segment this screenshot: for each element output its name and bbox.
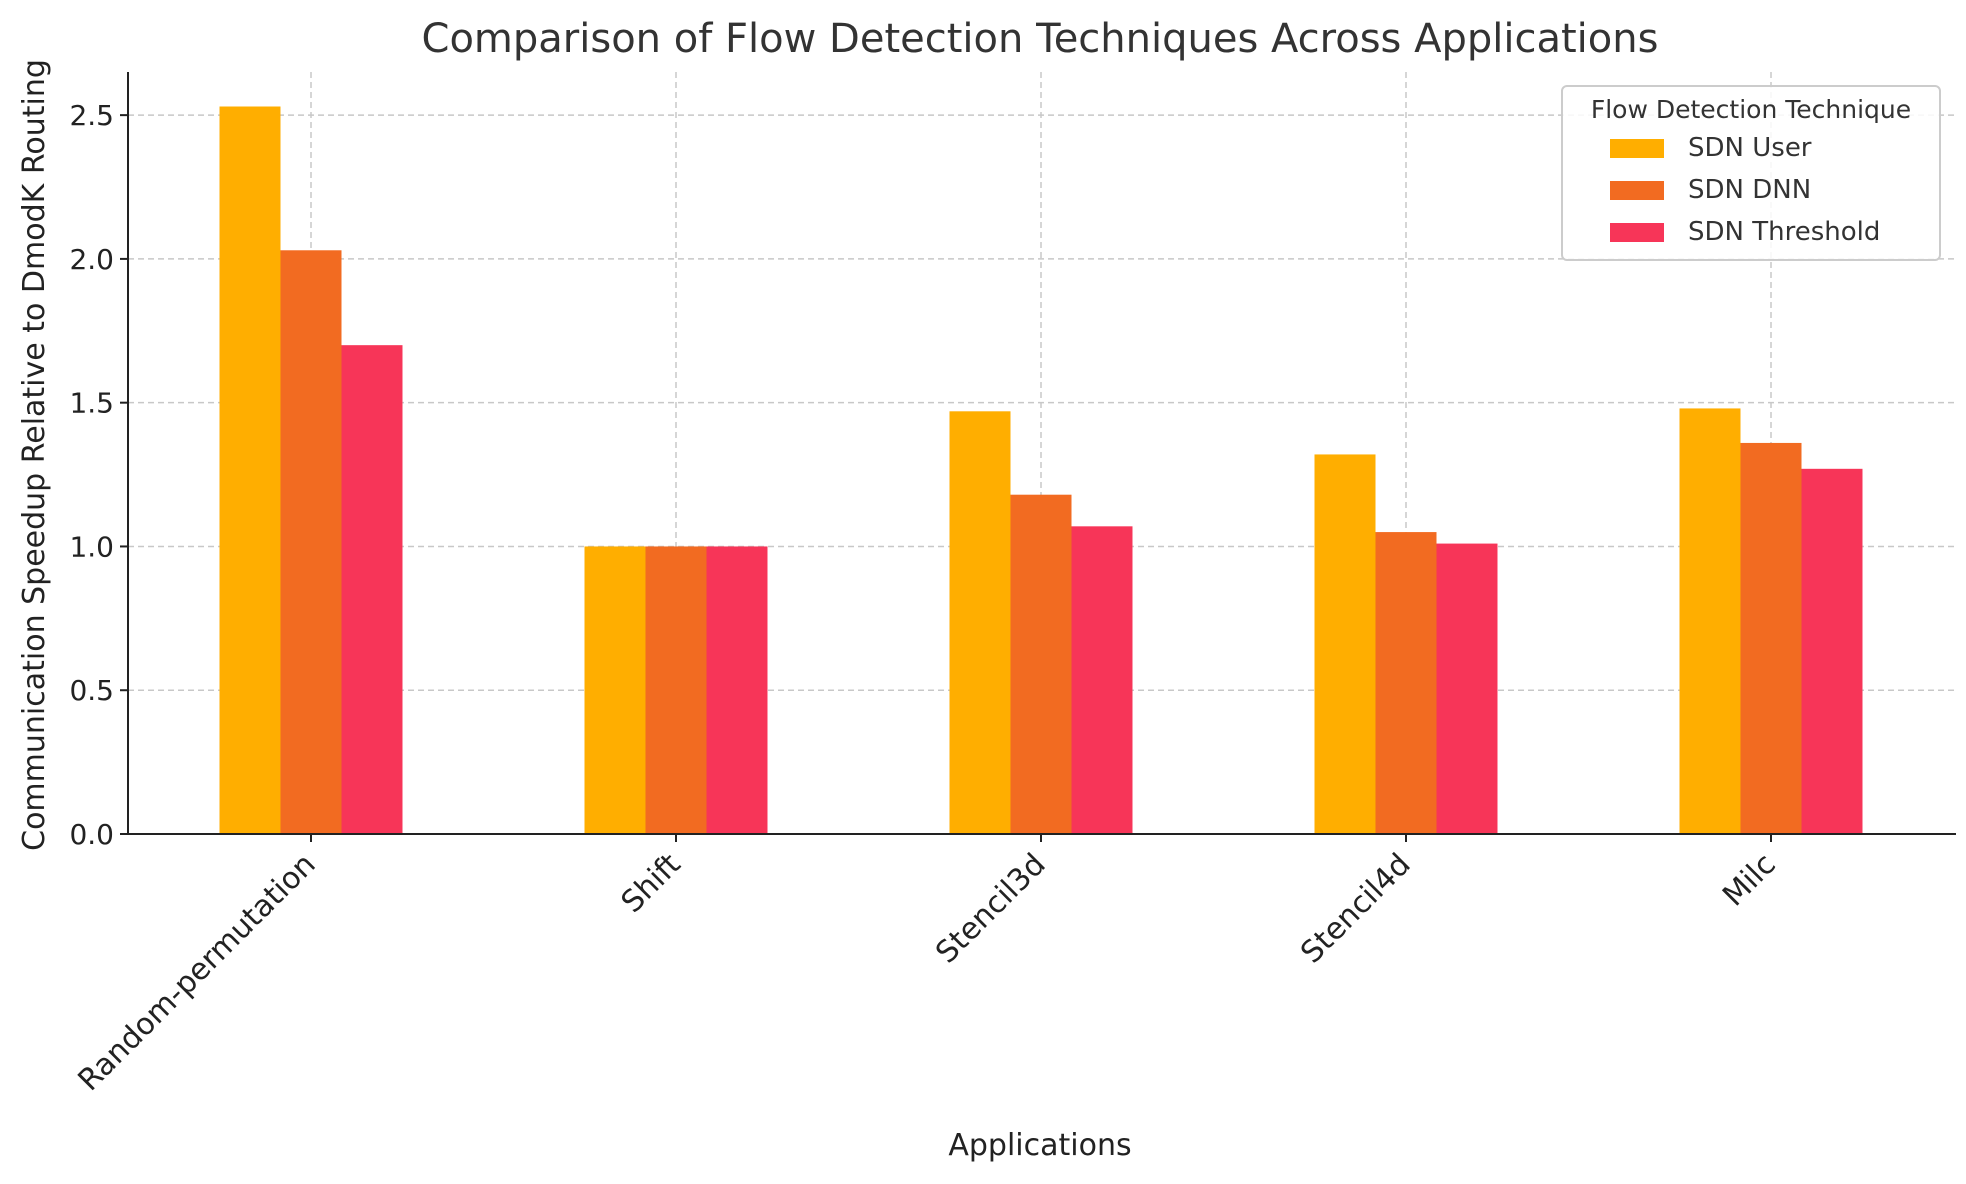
x-tick-label: Random-permutation <box>72 847 323 1098</box>
legend-label: SDN Threshold <box>1688 217 1880 247</box>
bar-sdn-threshold <box>341 345 403 834</box>
legend-label: SDN DNN <box>1688 175 1811 205</box>
bar-sdn-user <box>949 411 1011 834</box>
bar-sdn-user <box>584 546 646 834</box>
bar-sdn-user <box>1679 408 1741 834</box>
y-tick-label: 2.0 <box>69 243 114 276</box>
bar-sdn-threshold <box>1801 468 1863 834</box>
legend-label: SDN User <box>1688 133 1812 163</box>
legend-swatch-sdn-dnn <box>1610 181 1664 200</box>
y-tick-label: 1.0 <box>69 530 114 563</box>
bar-sdn-dnn <box>280 250 342 835</box>
legend: Flow Detection Technique SDN User SDN DNN… <box>1561 85 1941 261</box>
bar-sdn-dnn <box>1740 442 1802 834</box>
x-axis-label: Applications <box>948 1128 1131 1163</box>
bar-sdn-threshold <box>706 546 768 834</box>
y-tick-label: 1.5 <box>69 387 114 420</box>
y-tick-label: 0.0 <box>69 818 114 851</box>
x-tick-label: Stencil4d <box>1294 847 1417 970</box>
bar-sdn-threshold <box>1071 526 1133 834</box>
legend-swatch-sdn-threshold <box>1610 223 1664 242</box>
y-axis-label: Communication Speedup Relative to DmodK … <box>17 59 52 851</box>
legend-frame <box>1561 85 1941 261</box>
bar-sdn-user <box>1314 454 1376 834</box>
legend-title: Flow Detection Technique <box>1591 95 1911 124</box>
legend-items: SDN User SDN DNN SDN Threshold <box>1610 133 1880 247</box>
bar-sdn-threshold <box>1436 543 1498 834</box>
bar-sdn-user <box>219 106 281 834</box>
bar-sdn-dnn <box>1010 494 1072 834</box>
x-tick-label: Milc <box>1716 847 1783 914</box>
y-tick-label: 0.5 <box>69 674 114 707</box>
x-tick-label: Shift <box>615 847 688 920</box>
legend-swatch-sdn-user <box>1610 139 1664 158</box>
x-tick-label: Stencil3d <box>929 847 1052 970</box>
y-tick-label: 2.5 <box>69 99 114 132</box>
chart-title: Comparison of Flow Detection Techniques … <box>422 16 1659 62</box>
bar-sdn-dnn <box>1375 532 1437 834</box>
bars <box>219 106 1863 835</box>
bar-sdn-dnn <box>645 546 707 834</box>
